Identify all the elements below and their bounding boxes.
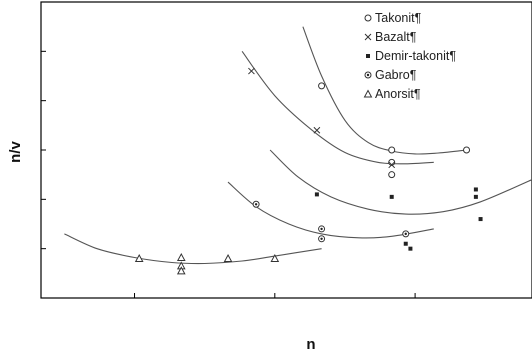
point-demir-takonit-7 [473,194,478,199]
point-gabro-3 [318,235,326,243]
point-gabro-2 [318,225,326,233]
point-demir-takonit-6 [473,187,478,192]
legend-marker-gabro [364,71,372,79]
point-takonit-5 [463,146,471,154]
legend-marker-demir-takonit [366,54,370,58]
legend-marker-bazalt [364,33,372,41]
point-gabro-4 [402,230,410,238]
point-bazalt-3 [388,161,396,169]
point-takonit-1 [318,82,326,90]
legend-label-demir-takonit: Demir-takonit¶ [375,49,456,63]
curve-anorsit [64,233,322,265]
point-demir-takonit-5 [408,246,413,251]
point-demir-takonit-4 [403,241,408,246]
curve-bazalt [241,50,434,165]
plot-area [40,1,532,299]
point-demir-takonit-8 [478,217,483,222]
point-takonit-2 [388,146,396,154]
y-axis-title: n/v [7,141,24,163]
point-takonit-4 [388,171,396,179]
point-bazalt-1 [248,67,255,75]
data-points [134,67,483,275]
point-anorsit-4 [176,266,186,275]
point-demir-takonit-1 [314,192,319,197]
x-axis-title: n [306,336,315,353]
legend-label-gabro: Gabro¶ [375,68,417,82]
legend-label-bazalt: Bazalt¶ [375,30,417,44]
legend: Takonit¶ Bazalt¶ Demir-takonit¶ Gabro¶ Anors… [363,11,456,101]
point-anorsit-1 [134,253,144,263]
point-gabro-1 [252,200,260,208]
legend-marker-anorsit [363,89,373,98]
legend-marker-takonit [364,14,372,22]
point-anorsit-2 [176,252,186,262]
curve-takonit [302,26,467,155]
point-anorsit-6 [270,253,280,263]
point-anorsit-5 [223,253,233,263]
fitted-curves [64,26,532,265]
legend-label-takonit: Takonit¶ [375,11,422,25]
legend-label-anorsit: Anorsit¶ [375,87,421,101]
axis-ticks [41,50,416,298]
point-demir-takonit-2 [389,194,394,199]
point-bazalt-2 [313,126,321,134]
curve-demir-takonit [269,149,532,215]
